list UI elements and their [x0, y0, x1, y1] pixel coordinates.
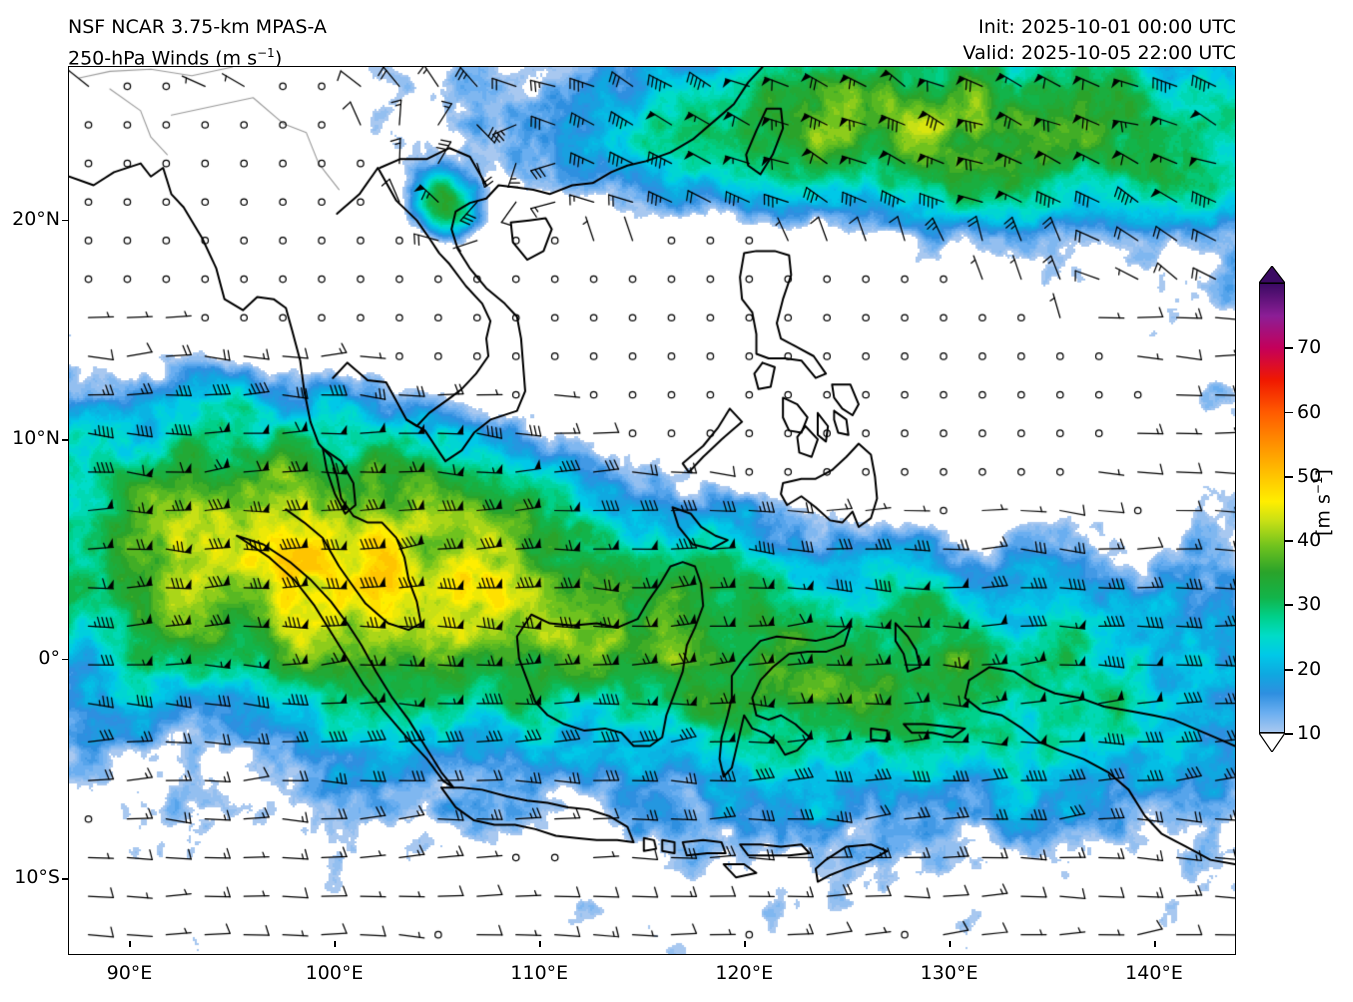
- x-tick-label: 120°E: [715, 962, 774, 984]
- x-tickmark: [129, 941, 131, 947]
- colorbar-tick-label: 10: [1297, 722, 1322, 744]
- x-tickmark: [949, 941, 951, 947]
- y-tick-label: 0°: [38, 646, 60, 669]
- colorbar-tickmark: [1285, 733, 1293, 735]
- colorbar-tickmark: [1285, 604, 1293, 607]
- x-tickmark: [539, 941, 541, 947]
- colorbar-min-extend-arrow: [1259, 733, 1285, 752]
- x-tick-label: 140°E: [1125, 962, 1183, 984]
- field-title-post: ): [274, 47, 283, 70]
- x-tickmark: [744, 941, 746, 947]
- timestamp-block: Init: 2025-10-01 00:00 UTC Valid: 2025-1…: [963, 14, 1236, 66]
- colorbar-tick-label: 20: [1297, 657, 1322, 680]
- y-tickmark: [62, 439, 68, 441]
- map-plot-area: [68, 66, 1236, 955]
- colorbar-tickmark: [1285, 347, 1293, 350]
- colorbar-tick-label: 40: [1297, 529, 1322, 552]
- colorbar-tickmark: [1285, 668, 1293, 671]
- colorbar-tickmark: [1285, 540, 1293, 542]
- y-tickmark: [62, 878, 68, 880]
- x-tick-label: 90°E: [106, 962, 153, 984]
- title-block: NSF NCAR 3.75-km MPAS-A 250-hPa Winds (m…: [68, 14, 327, 71]
- colorbar-label-exponent: −1: [1311, 476, 1325, 495]
- valid-time-label: Valid: 2025-10-05 22:00 UTC: [962, 42, 1236, 64]
- colorbar-gradient: [1259, 283, 1285, 733]
- y-tickmark: [62, 219, 68, 222]
- field-title-exponent: −1: [257, 46, 275, 60]
- colorbar-tick-label: 30: [1297, 593, 1322, 616]
- colorbar-tickmark: [1285, 411, 1293, 414]
- x-tick-label: 100°E: [305, 962, 364, 984]
- x-tickmark: [334, 941, 336, 947]
- colorbar-tick-label: 50: [1297, 464, 1322, 487]
- colorbar: 10 20 30 40 50 60 70: [1259, 266, 1321, 752]
- colorbar-label-pre: [m s: [1312, 494, 1335, 536]
- x-tickmark: [1154, 941, 1156, 947]
- colorbar-label-post: ]: [1312, 469, 1335, 477]
- field-title: 250-hPa Winds (m s−1): [68, 40, 327, 71]
- model-title: NSF NCAR 3.75-km MPAS-A: [68, 16, 327, 38]
- init-time-label: Init: 2025-10-01 00:00 UTC: [978, 16, 1236, 38]
- x-tick-label: 130°E: [920, 962, 978, 984]
- field-title-pre: 250-hPa Winds (m s: [68, 47, 257, 70]
- colorbar-max-extend-arrow: [1259, 266, 1285, 283]
- colorbar-axis-label: [m s−1]: [1311, 469, 1334, 536]
- wind-speed-map-canvas: [69, 67, 1235, 954]
- y-tick-label: 10°S: [14, 866, 60, 889]
- y-tick-label: 20°N: [12, 207, 60, 230]
- y-tickmark: [62, 658, 68, 661]
- y-tick-label: 10°N: [12, 427, 60, 450]
- colorbar-tickmark: [1285, 475, 1293, 478]
- colorbar-tick-label: 70: [1297, 336, 1322, 359]
- colorbar-tick-label: 60: [1297, 400, 1322, 423]
- x-tick-label: 110°E: [510, 962, 569, 984]
